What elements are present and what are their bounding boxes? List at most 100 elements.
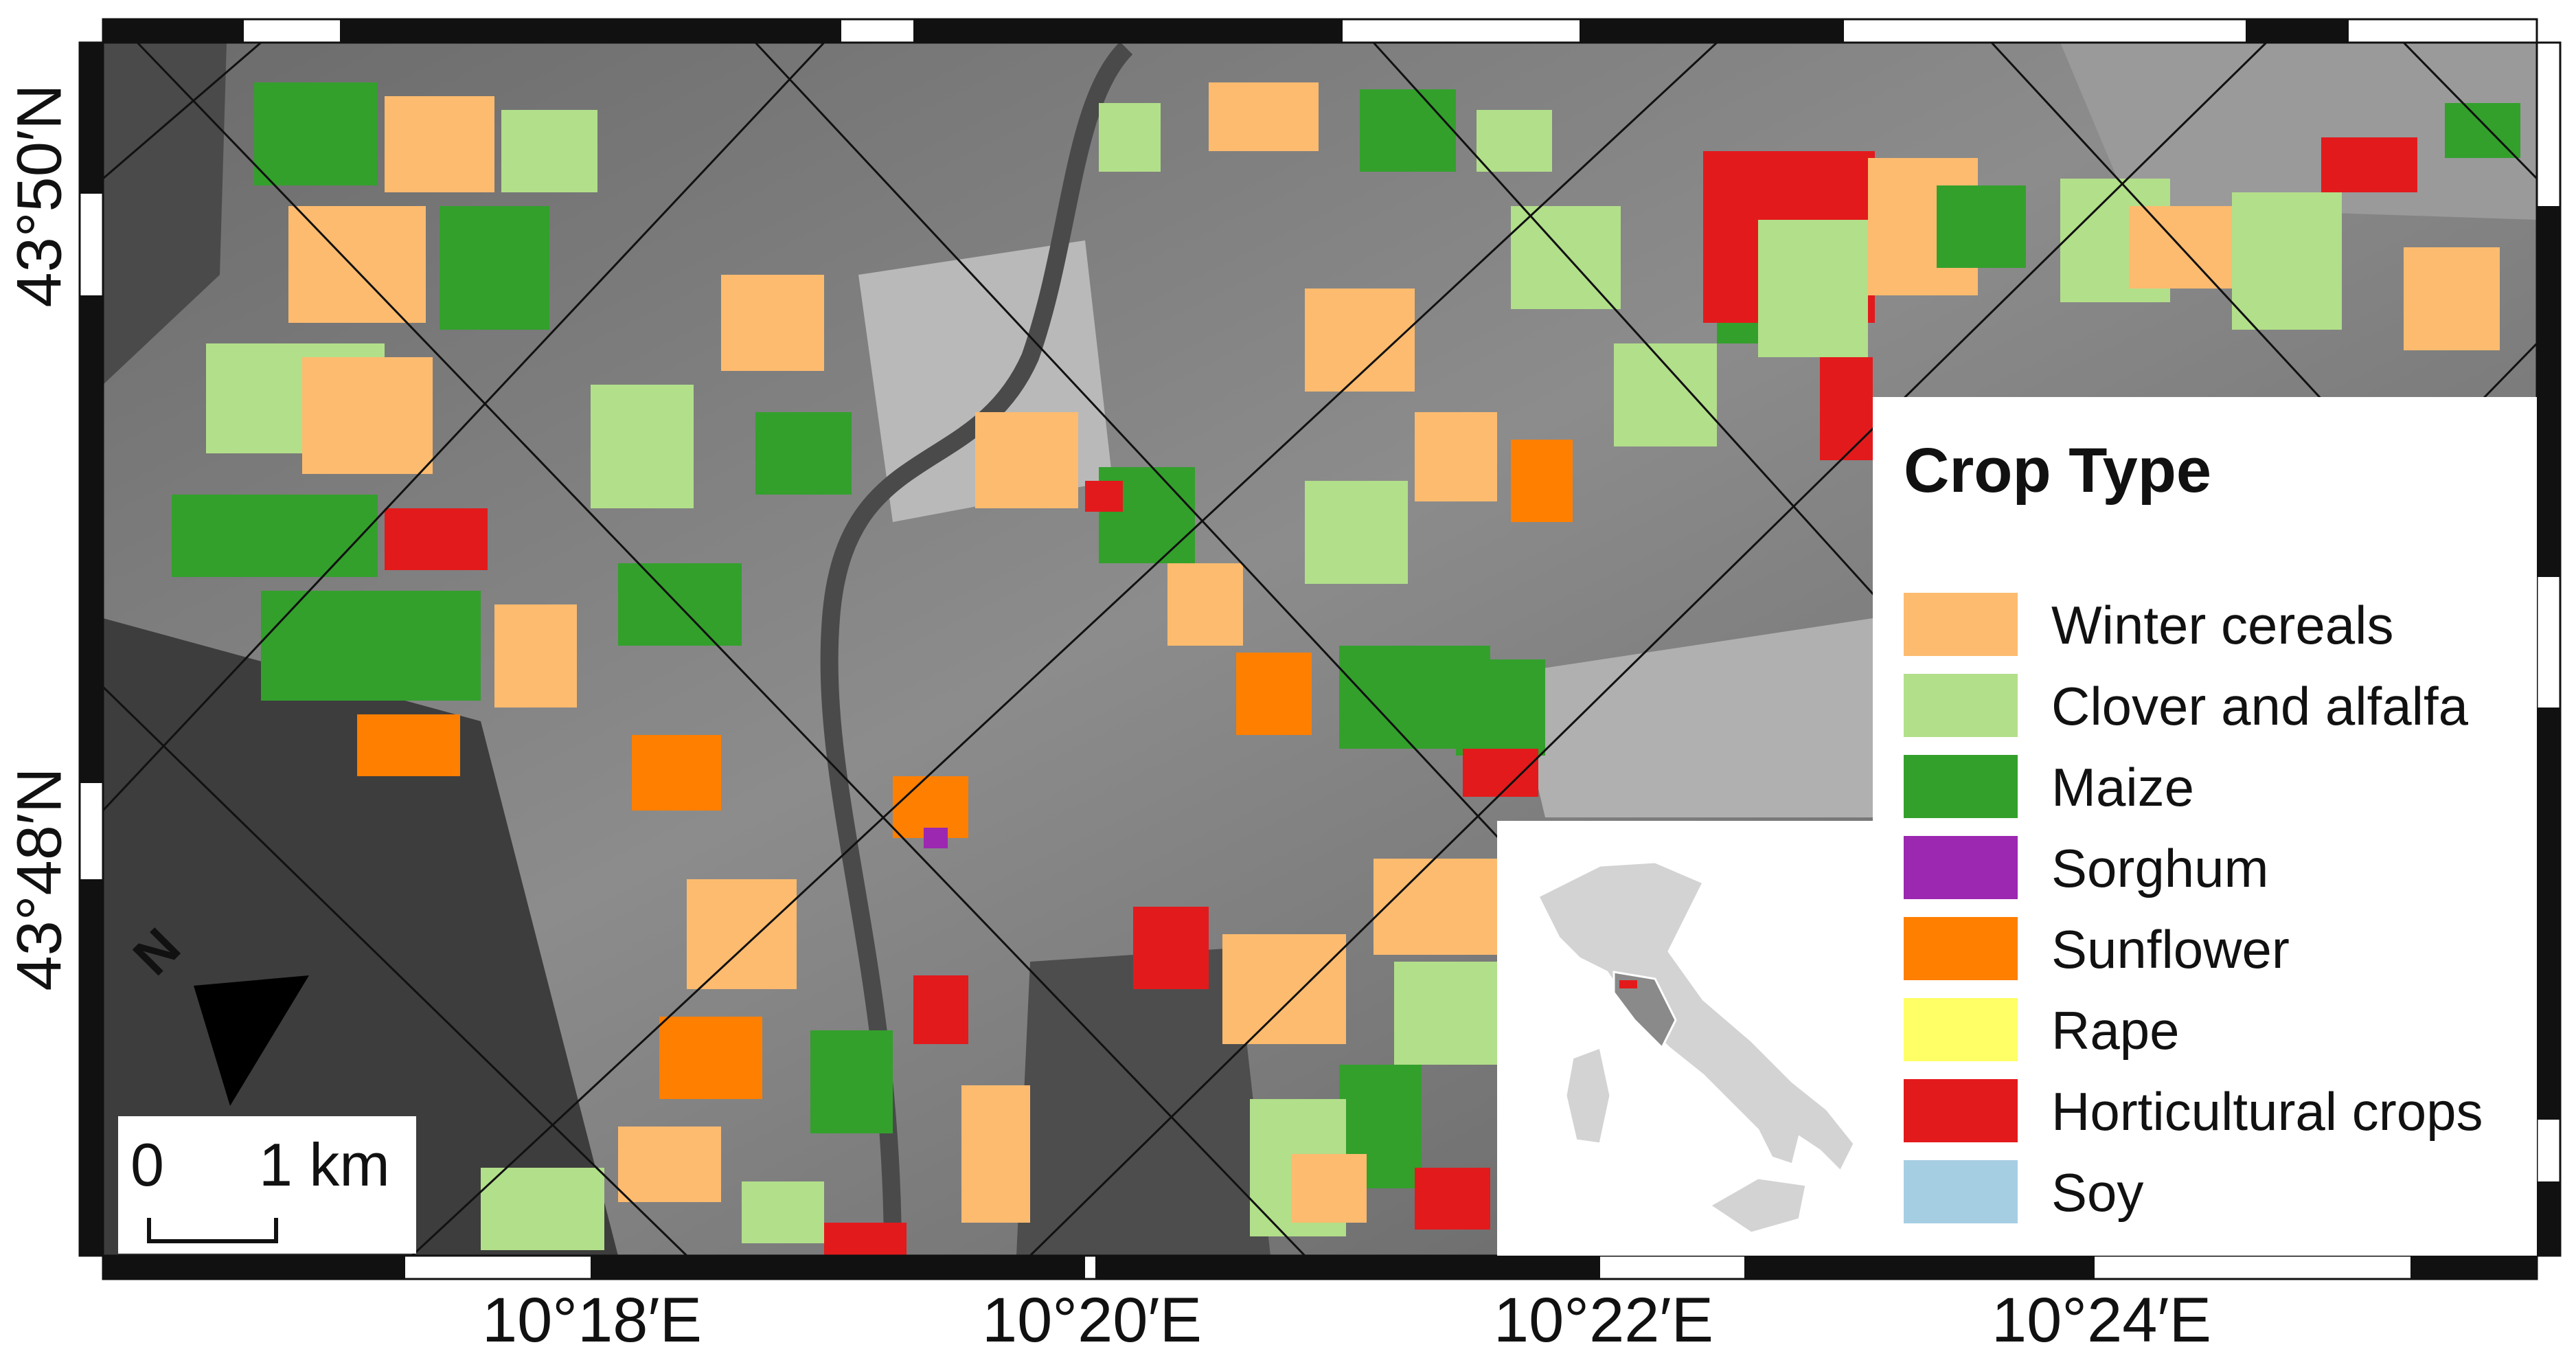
border-segment <box>2537 708 2560 1120</box>
crop-field <box>357 714 460 776</box>
crop-field <box>2321 137 2417 192</box>
border-segment <box>2537 206 2560 577</box>
urban-area-ne <box>2060 43 2537 220</box>
scale-bar: 0 1 km <box>118 1116 416 1254</box>
study-area-marker <box>1619 980 1637 988</box>
crop-field <box>591 385 694 508</box>
crop-field <box>1511 440 1573 522</box>
crop-field <box>1291 1154 1367 1223</box>
border-segment <box>2410 1256 2537 1279</box>
crop-field <box>742 1181 824 1243</box>
graticule-line <box>103 43 825 812</box>
crop-field <box>1614 343 1717 446</box>
crop-field <box>261 591 481 701</box>
crop-field <box>501 110 597 192</box>
crop-field <box>1456 659 1545 756</box>
crop-field <box>810 1030 893 1133</box>
border-segment <box>1744 1256 2095 1279</box>
crop-field <box>1236 653 1312 735</box>
crop-field <box>632 735 721 811</box>
lon-label-3: 10°22′E <box>1493 1285 1714 1355</box>
north-arrow <box>194 975 309 1106</box>
crop-field <box>1305 481 1408 584</box>
crop-field <box>1511 206 1621 309</box>
border-segment <box>2537 1181 2560 1256</box>
inset-map-italy <box>1497 821 1873 1256</box>
crop-field <box>1937 185 2026 268</box>
border-segment <box>103 19 244 43</box>
italy-map-icon <box>1536 861 1856 1234</box>
crop-field <box>1415 1168 1490 1230</box>
border-segment <box>340 19 841 43</box>
crop-field <box>288 206 426 323</box>
scale-end-label: 1 km <box>259 1131 390 1199</box>
lat-label-1: 43°50′N <box>4 84 75 308</box>
crop-field <box>172 495 378 577</box>
scale-bar-line <box>147 1218 278 1243</box>
crop-field <box>687 879 797 989</box>
legend-label: Sunflower <box>2051 919 2290 980</box>
urban-area-e <box>1511 618 1873 817</box>
crop-field <box>975 412 1078 508</box>
crop-field <box>618 1127 721 1202</box>
crop-field <box>659 1017 762 1099</box>
legend-swatch <box>1904 1079 2018 1142</box>
crop-field <box>1758 220 1868 357</box>
crop-field <box>618 563 742 646</box>
crop-field <box>385 508 488 570</box>
crop-field <box>2404 247 2500 350</box>
crop-field <box>1415 412 1497 501</box>
tuscany-region <box>1612 971 1677 1050</box>
legend-swatch <box>1904 1160 2018 1223</box>
legend-swatch <box>1904 593 2018 656</box>
graticule-line <box>1029 43 2268 1256</box>
legend-swatch <box>1904 755 2018 818</box>
sardinia <box>1564 1045 1612 1145</box>
legend-label: Horticultural crops <box>2051 1081 2483 1142</box>
north-arrow-icon <box>194 975 309 1106</box>
graticule-line <box>411 43 1718 1256</box>
border-segment <box>913 19 1343 43</box>
crop-field <box>1209 82 1319 151</box>
crop-field <box>1099 103 1161 172</box>
crop-field <box>1360 89 1456 172</box>
forest-patch-s <box>1016 948 1270 1256</box>
border-segment <box>1095 1256 1600 1279</box>
legend-swatch <box>1904 674 2018 737</box>
map-border-ticks <box>78 18 2562 1280</box>
lon-label-4: 10°24′E <box>1991 1285 2212 1355</box>
sicily <box>1708 1177 1808 1234</box>
crop-field <box>1477 110 1552 172</box>
water-body-nw <box>103 43 227 385</box>
crop-field <box>440 206 549 330</box>
border-segment <box>80 879 103 1256</box>
legend-label: Soy <box>2051 1162 2144 1223</box>
crop-field <box>913 975 968 1044</box>
legend-label: Rape <box>2051 1000 2180 1061</box>
legend-label: Maize <box>2051 757 2195 817</box>
legend: Crop Type Winter cereals Clover and alfal… <box>1873 397 2537 1256</box>
legend-swatch <box>1904 836 2018 899</box>
lon-label-1: 10°18′E <box>481 1285 703 1355</box>
crop-fields <box>172 82 2520 1256</box>
crop-field <box>254 82 378 185</box>
graticule-line <box>2402 43 2537 180</box>
legend-label: Winter cereals <box>2051 595 2394 655</box>
crop-field <box>302 357 433 474</box>
crop-field <box>755 412 852 495</box>
crop-field <box>721 275 824 371</box>
scale-start-label: 0 <box>130 1131 164 1199</box>
crop-field <box>1167 563 1243 646</box>
crop-field <box>1374 859 1497 955</box>
border-segment <box>1580 19 1844 43</box>
river <box>820 43 1133 1256</box>
crop-field <box>924 828 948 848</box>
graticule-line <box>103 43 262 180</box>
crop-field <box>824 1223 907 1256</box>
graticule-line <box>136 43 1306 1256</box>
crop-field <box>1085 481 1123 512</box>
crop-field <box>1222 934 1346 1044</box>
legend-label: Sorghum <box>2051 838 2269 898</box>
legend-swatch <box>1904 917 2018 980</box>
